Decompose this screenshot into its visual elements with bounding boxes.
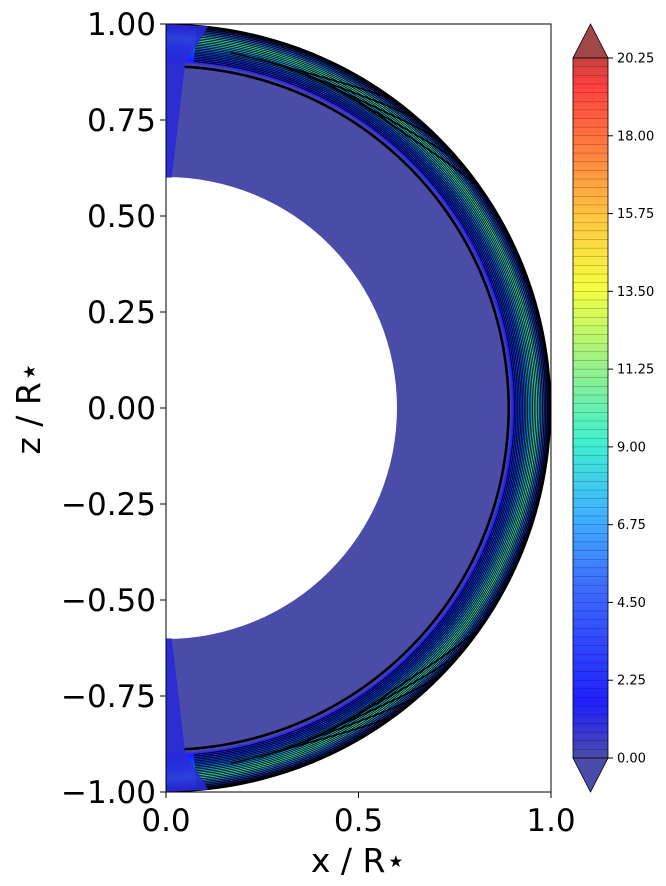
contour-line bbox=[194, 46, 530, 770]
colorbar-extend-max bbox=[572, 23, 609, 59]
contour-line bbox=[196, 29, 547, 787]
colorbar-tick-label: 0.00 bbox=[617, 752, 646, 767]
contour-line bbox=[196, 28, 548, 788]
polar-caps bbox=[166, 24, 209, 792]
contour-line bbox=[193, 59, 517, 757]
contour-line bbox=[258, 58, 417, 119]
y-tick-label: 1.00 bbox=[87, 7, 156, 43]
x-axis-label: x / R⋆ bbox=[311, 841, 406, 880]
polar-cap bbox=[166, 638, 209, 792]
x-tick-label: 0.5 bbox=[334, 803, 383, 839]
y-tick-label: 0.25 bbox=[87, 295, 156, 331]
y-tick-label: −0.50 bbox=[61, 583, 156, 619]
x-tick-label: 0.0 bbox=[141, 803, 190, 839]
colorbar-level-lines bbox=[573, 66, 608, 750]
y-axis: 1.00 0.75 0.50 0.25 0.00 −0.25 −0.50 −0.… bbox=[61, 7, 166, 811]
y-axis-label: z / R⋆ bbox=[9, 361, 48, 454]
contour-line bbox=[195, 36, 540, 780]
colorbar-tick-label: 6.75 bbox=[617, 518, 646, 533]
contour-line bbox=[194, 51, 525, 765]
contour-lines bbox=[166, 24, 551, 792]
polar-cap bbox=[166, 24, 209, 178]
contour-line bbox=[166, 24, 551, 792]
contour-line bbox=[230, 52, 392, 101]
y-tick-label: 0.75 bbox=[87, 103, 156, 139]
colorbar-tick-label: 18.00 bbox=[617, 129, 654, 144]
colorbar-ticks: 0.00 2.25 4.50 6.75 9.00 11.25 13.50 15.75 18.00… bbox=[608, 52, 654, 767]
colorbar: 0.00 2.25 4.50 6.75 9.00 11.25 13.50 15.75 18.00… bbox=[572, 23, 654, 793]
field-annulus bbox=[166, 24, 550, 792]
colorbar-tick-label: 11.25 bbox=[617, 363, 654, 378]
contour-line bbox=[193, 61, 515, 755]
contour-line bbox=[194, 56, 520, 760]
contour-line bbox=[195, 43, 534, 773]
contour-line bbox=[194, 52, 524, 764]
contour-line bbox=[194, 57, 519, 759]
colorbar-tick-label: 13.50 bbox=[617, 285, 654, 300]
contour-line bbox=[313, 653, 460, 739]
contour-line bbox=[286, 66, 439, 140]
y-tick-label: −1.00 bbox=[61, 775, 156, 811]
colorbar-tick-label: 9.00 bbox=[617, 440, 646, 455]
contour-line bbox=[258, 697, 417, 758]
colorbar-body bbox=[572, 57, 609, 759]
contour-line bbox=[194, 49, 527, 767]
contour-line bbox=[195, 41, 535, 775]
colorbar-tick-label: 15.75 bbox=[617, 207, 654, 222]
contour-line bbox=[313, 77, 460, 163]
y-tick-label: 0.50 bbox=[87, 199, 156, 235]
contour-line bbox=[339, 629, 479, 726]
plot-area bbox=[166, 24, 551, 792]
x-tick-label: 1.0 bbox=[526, 803, 575, 839]
contour-line bbox=[230, 715, 392, 764]
y-tick-label: 0.00 bbox=[87, 391, 156, 427]
colorbar-tick-label: 20.25 bbox=[617, 52, 654, 67]
contour-line bbox=[339, 90, 479, 187]
contour-line bbox=[194, 54, 522, 762]
contour-line bbox=[183, 65, 510, 751]
colorbar-extend-min bbox=[572, 757, 609, 793]
contour-line bbox=[286, 676, 439, 750]
contour-line bbox=[196, 33, 544, 783]
contour-line bbox=[195, 38, 539, 778]
y-tick-label: −0.75 bbox=[61, 679, 156, 715]
colorbar-tick-label: 2.25 bbox=[617, 674, 646, 689]
contour-line bbox=[195, 34, 542, 782]
x-axis: 0.0 0.5 1.0 bbox=[141, 792, 576, 839]
y-tick-label: −0.25 bbox=[61, 487, 156, 523]
colorbar-tick-label: 4.50 bbox=[617, 596, 646, 611]
